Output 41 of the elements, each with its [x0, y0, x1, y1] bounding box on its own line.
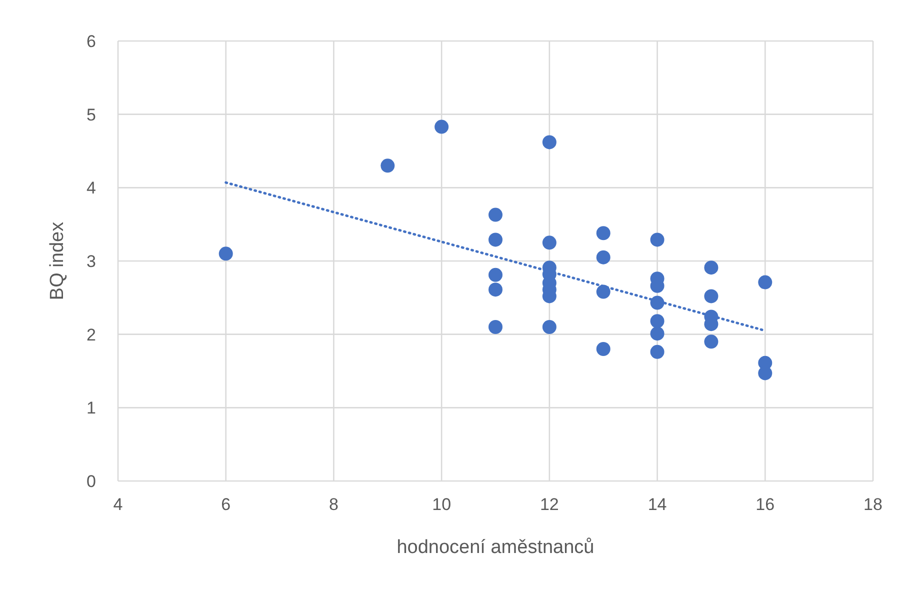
point — [488, 208, 502, 222]
point — [596, 226, 610, 240]
y-tick-label: 3 — [86, 252, 96, 271]
point — [650, 314, 664, 328]
x-tick-label: 18 — [864, 495, 882, 514]
point — [380, 158, 395, 173]
point — [650, 232, 664, 247]
point — [434, 120, 449, 134]
x-tick-label: 10 — [432, 495, 452, 514]
x-tick-label: 4 — [113, 495, 123, 514]
point — [758, 275, 772, 290]
point — [542, 320, 556, 334]
point — [704, 334, 718, 349]
point — [650, 326, 664, 341]
point — [596, 250, 610, 264]
point — [488, 320, 502, 334]
point — [488, 268, 502, 282]
point — [704, 260, 718, 275]
point — [218, 246, 233, 261]
y-tick-label: 1 — [86, 398, 96, 418]
x-tick-label: 12 — [540, 495, 559, 514]
y-tick-label: 5 — [86, 105, 96, 124]
point — [488, 282, 502, 297]
y-tick-label: 4 — [86, 178, 96, 198]
point — [488, 232, 502, 247]
point — [596, 284, 610, 299]
y-tick-label: 6 — [86, 32, 96, 51]
point — [542, 236, 556, 250]
x-axis-title: hodnocení aměstnanců — [396, 537, 594, 558]
point — [596, 342, 610, 356]
x-tick-label: 8 — [328, 495, 338, 514]
x-tick-label: 16 — [756, 495, 775, 514]
y-tick-label: 0 — [86, 472, 96, 491]
x-tick-label: 14 — [648, 495, 667, 514]
y-tick-label: 2 — [86, 325, 96, 344]
point — [758, 366, 772, 380]
point — [650, 344, 664, 359]
y-axis-title: BQ index — [47, 221, 68, 300]
point — [542, 135, 556, 150]
x-tick-label: 6 — [221, 495, 231, 514]
point — [704, 289, 718, 304]
